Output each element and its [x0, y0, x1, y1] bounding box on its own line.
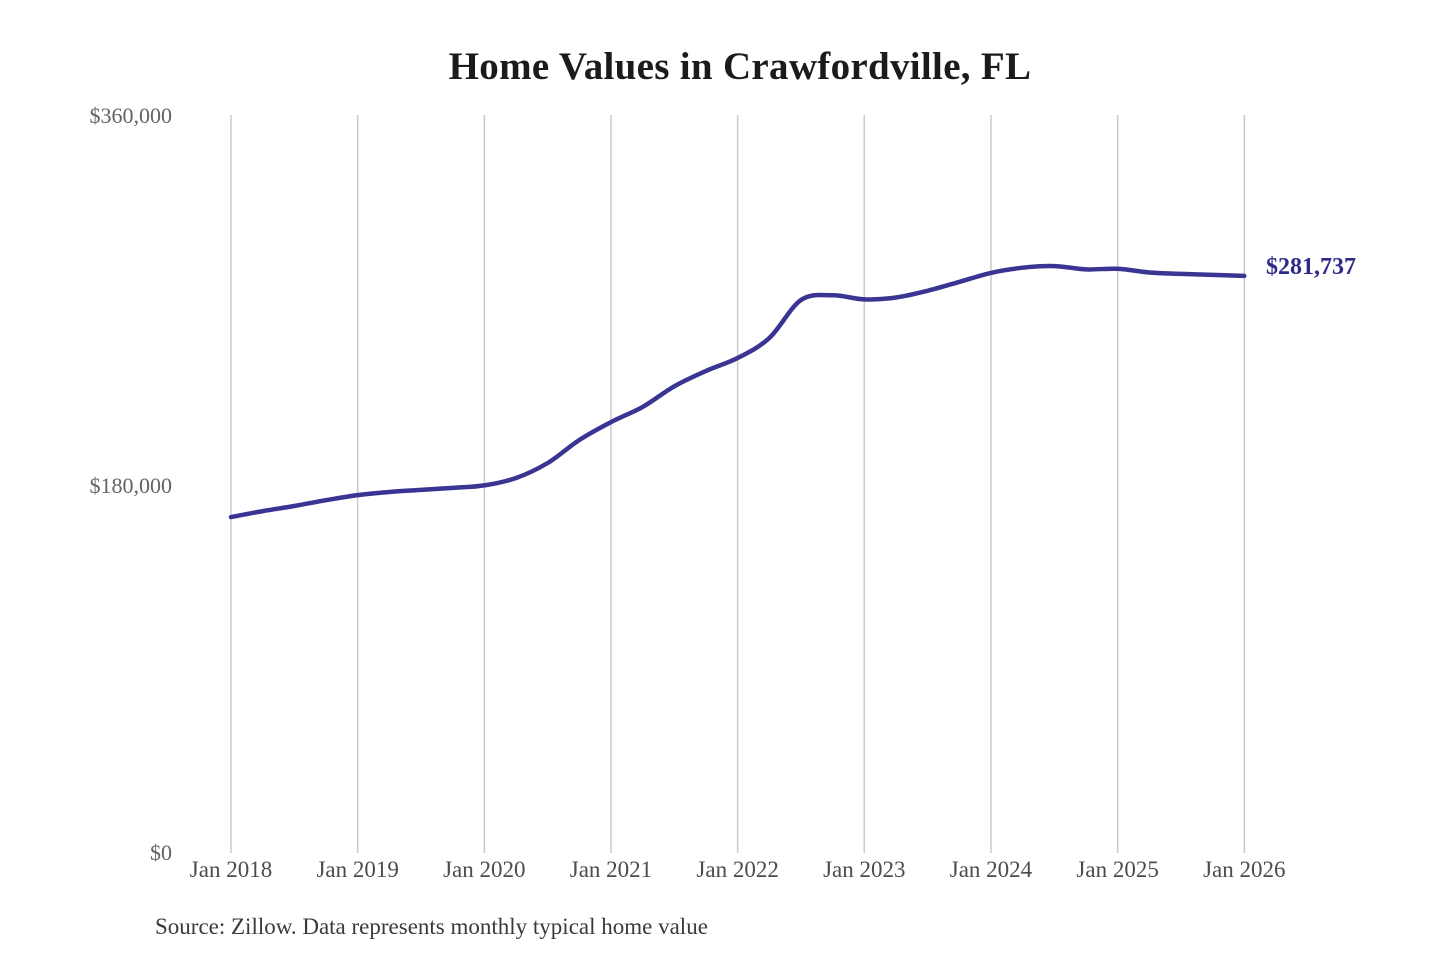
y-axis-tick-0: $0 [150, 840, 172, 865]
y-axis-tick-180000: $180,000 [89, 473, 173, 498]
x-axis-tick-jan-2026: Jan 2026 [1203, 857, 1286, 882]
y-axis-tick-360000: $360,000 [89, 103, 173, 128]
x-axis-tick-jan-2018: Jan 2018 [189, 857, 273, 882]
x-axis-tick-jan-2020: Jan 2020 [443, 857, 526, 882]
x-axis-tick-jan-2024: Jan 2024 [949, 857, 1033, 882]
x-axis-tick-jan-2019: Jan 2019 [316, 857, 399, 882]
chart-title: Home Values in Crawfordville, FL [448, 45, 1032, 88]
x-axis-tick-jan-2022: Jan 2022 [696, 857, 779, 882]
current-value-label: $281,737 [1266, 254, 1356, 280]
home-value-series-line [228, 263, 1247, 520]
x-axis-tick-jan-2025: Jan 2025 [1076, 857, 1159, 882]
source-note: Source: Zillow. Data represents monthly … [155, 914, 708, 939]
x-axis-tick-jan-2021: Jan 2021 [569, 857, 653, 882]
x-axis-tick-jan-2023: Jan 2023 [823, 857, 906, 882]
